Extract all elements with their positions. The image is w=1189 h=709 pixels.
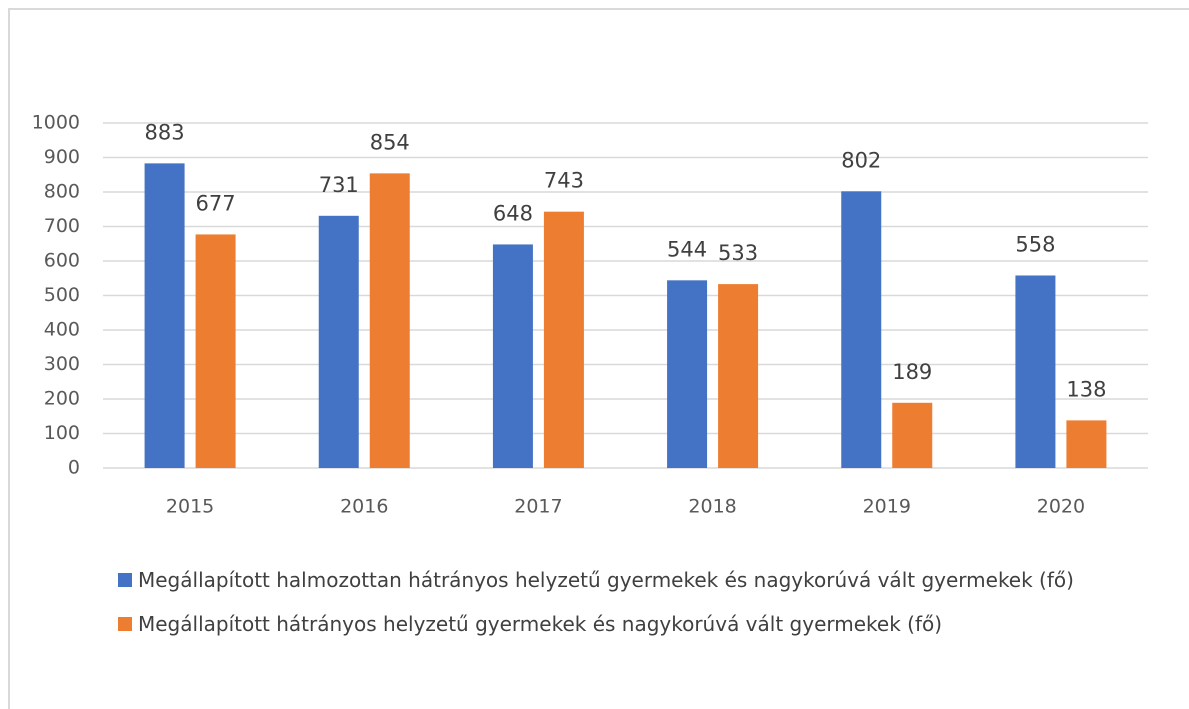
y-tick-label: 700 xyxy=(44,215,80,237)
bar xyxy=(318,215,359,468)
x-tick-label: 2020 xyxy=(1037,496,1085,518)
y-tick-label: 600 xyxy=(44,250,80,272)
bar xyxy=(369,173,410,468)
bar xyxy=(1015,275,1056,468)
bar xyxy=(667,280,708,468)
bar xyxy=(892,402,933,468)
data-label: 731 xyxy=(319,173,359,197)
y-tick-label: 200 xyxy=(44,388,80,410)
y-tick-label: 0 xyxy=(68,457,80,479)
data-label: 558 xyxy=(1015,232,1055,256)
bar xyxy=(1066,420,1107,468)
x-tick-label: 2017 xyxy=(514,496,562,518)
legend-item: Megállapított halmozottan hátrányos hely… xyxy=(118,564,1098,596)
x-tick-label: 2018 xyxy=(688,496,736,518)
x-tick-label: 2016 xyxy=(340,496,388,518)
y-tick-label: 300 xyxy=(44,353,80,375)
y-tick-label: 900 xyxy=(44,146,80,168)
bar xyxy=(195,234,236,468)
bar xyxy=(718,284,759,468)
y-tick-label: 400 xyxy=(44,319,80,341)
data-label: 677 xyxy=(196,191,236,215)
data-label: 743 xyxy=(544,169,584,193)
data-label: 854 xyxy=(370,130,410,154)
legend-label: Megállapított halmozottan hátrányos hely… xyxy=(138,568,1074,592)
bar xyxy=(144,163,185,469)
legend-item: Megállapított hátrányos helyzetű gyermek… xyxy=(118,608,1098,640)
data-label: 883 xyxy=(145,120,185,144)
y-tick-label: 100 xyxy=(44,422,80,444)
data-label: 533 xyxy=(718,241,758,265)
x-tick-label: 2019 xyxy=(863,496,911,518)
legend-swatch xyxy=(118,617,132,631)
bar xyxy=(841,191,882,468)
data-label: 802 xyxy=(841,148,881,172)
y-tick-label: 800 xyxy=(44,181,80,203)
frame xyxy=(8,8,1189,709)
data-label: 544 xyxy=(667,237,707,261)
bar xyxy=(543,211,584,469)
data-label: 189 xyxy=(892,360,932,384)
y-tick-label: 1000 xyxy=(32,112,80,134)
x-tick-label: 2015 xyxy=(166,496,214,518)
legend: Megállapított halmozottan hátrányos hely… xyxy=(118,564,1098,652)
y-tick-label: 500 xyxy=(44,284,80,306)
data-label: 138 xyxy=(1066,377,1106,401)
legend-label: Megállapított hátrányos helyzetű gyermek… xyxy=(138,612,943,636)
bar xyxy=(492,244,533,468)
legend-swatch xyxy=(118,573,132,587)
data-label: 648 xyxy=(493,201,533,225)
